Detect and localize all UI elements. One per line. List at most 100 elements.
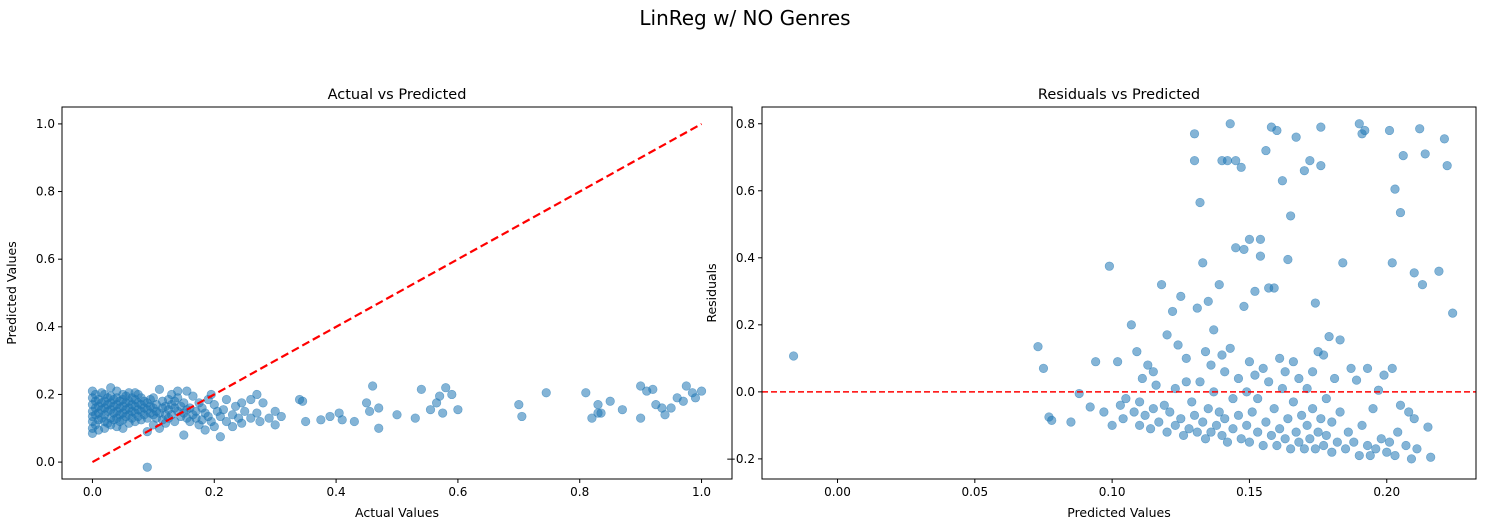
data-point bbox=[1033, 342, 1043, 352]
x-tick-label: 1.0 bbox=[692, 485, 711, 499]
data-point bbox=[361, 398, 372, 408]
data-point bbox=[1417, 280, 1428, 290]
x-tick: 1.0 bbox=[692, 479, 711, 499]
data-point bbox=[1253, 427, 1263, 437]
data-point bbox=[1113, 357, 1123, 367]
chart-actual-vs-predicted: Actual vs Predicted 0.0 0.2 0.4 0.6 0.8 1.0 0.0… bbox=[4, 87, 733, 520]
data-point bbox=[270, 420, 280, 430]
data-point bbox=[1390, 450, 1400, 461]
data-point bbox=[1118, 414, 1128, 424]
data-point bbox=[1200, 347, 1211, 357]
plot-frame bbox=[761, 106, 1477, 480]
data-point bbox=[1244, 437, 1255, 447]
y-tick: 0.6 bbox=[36, 252, 62, 266]
data-point bbox=[1269, 404, 1279, 414]
data-point bbox=[678, 396, 688, 406]
y-tick-label: −0.2 bbox=[726, 452, 755, 466]
data-point bbox=[246, 413, 256, 423]
data-point bbox=[1220, 414, 1230, 424]
data-point bbox=[1250, 370, 1260, 380]
data-point bbox=[1357, 420, 1367, 430]
data-point bbox=[1189, 410, 1200, 420]
y-tick-label: 0.8 bbox=[36, 185, 55, 199]
chart-title: Residuals vs Predicted bbox=[1038, 87, 1200, 103]
data-point bbox=[1159, 400, 1169, 410]
data-point bbox=[1143, 360, 1153, 370]
data-point bbox=[1288, 357, 1298, 367]
data-point bbox=[337, 415, 347, 425]
y-tick-label: 1.0 bbox=[36, 117, 55, 131]
data-point bbox=[1115, 400, 1125, 410]
data-point bbox=[1228, 424, 1238, 434]
x-tick-label: 0.2 bbox=[205, 485, 224, 499]
data-point bbox=[447, 389, 457, 400]
x-tick-label: 0.05 bbox=[961, 485, 988, 499]
data-point bbox=[1387, 363, 1397, 374]
y-tick-label: 0.8 bbox=[736, 117, 755, 131]
data-point bbox=[264, 413, 274, 423]
data-point bbox=[1099, 407, 1109, 417]
data-point bbox=[316, 415, 326, 425]
data-point bbox=[1286, 444, 1296, 454]
x-tick: 0.15 bbox=[1236, 479, 1263, 499]
scatter-points bbox=[87, 381, 707, 472]
data-point bbox=[1387, 258, 1397, 268]
data-point bbox=[1266, 430, 1277, 441]
data-point bbox=[325, 411, 335, 422]
data-point bbox=[1217, 430, 1227, 441]
data-point bbox=[1395, 400, 1406, 410]
x-tick-label: 0.00 bbox=[824, 485, 851, 499]
data-point bbox=[1291, 132, 1301, 142]
data-point bbox=[1137, 373, 1147, 384]
x-axis-label: Actual Values bbox=[355, 505, 439, 520]
y-tick-label: 0.4 bbox=[736, 251, 755, 265]
data-point bbox=[1162, 427, 1172, 437]
x-tick-label: 0.8 bbox=[570, 485, 589, 499]
data-point bbox=[1316, 414, 1326, 424]
data-point bbox=[517, 411, 527, 422]
data-point bbox=[258, 398, 268, 408]
data-point bbox=[1321, 430, 1331, 441]
data-point bbox=[188, 391, 198, 401]
data-point bbox=[1415, 124, 1425, 134]
data-point bbox=[1291, 427, 1301, 437]
data-point bbox=[1195, 377, 1205, 387]
data-point bbox=[1134, 420, 1145, 430]
data-point bbox=[441, 383, 451, 393]
y-tick-label: 0.2 bbox=[736, 318, 755, 332]
data-point bbox=[1170, 420, 1180, 430]
data-point bbox=[1269, 283, 1279, 293]
data-point bbox=[1349, 437, 1359, 447]
data-point bbox=[374, 403, 384, 413]
x-tick-label: 0.15 bbox=[1236, 485, 1263, 499]
data-point bbox=[1148, 404, 1158, 414]
data-point bbox=[425, 405, 436, 415]
y-tick-label: 0.0 bbox=[36, 455, 55, 469]
data-point bbox=[1258, 363, 1268, 374]
data-point bbox=[1332, 437, 1342, 447]
data-point bbox=[240, 406, 250, 416]
x-tick: 0.10 bbox=[1099, 479, 1125, 499]
data-point bbox=[1211, 420, 1222, 430]
data-point bbox=[1335, 335, 1345, 345]
y-tick: 1.0 bbox=[36, 117, 62, 131]
data-point bbox=[1365, 450, 1375, 461]
data-point bbox=[1162, 330, 1172, 340]
data-point bbox=[1283, 414, 1293, 424]
data-point bbox=[1277, 176, 1287, 186]
data-point bbox=[1181, 353, 1191, 363]
data-point bbox=[297, 396, 308, 406]
data-point bbox=[1390, 184, 1400, 194]
data-point bbox=[1376, 434, 1386, 444]
x-tick-label: 0.4 bbox=[327, 485, 346, 499]
data-point bbox=[218, 405, 229, 415]
data-point bbox=[1206, 427, 1216, 437]
data-point bbox=[1373, 385, 1384, 395]
data-point bbox=[142, 462, 152, 472]
data-point bbox=[410, 413, 420, 423]
data-point bbox=[1313, 427, 1323, 437]
data-point bbox=[1192, 427, 1202, 437]
data-point bbox=[1318, 350, 1329, 360]
data-point bbox=[1225, 343, 1235, 353]
data-point bbox=[438, 408, 448, 418]
